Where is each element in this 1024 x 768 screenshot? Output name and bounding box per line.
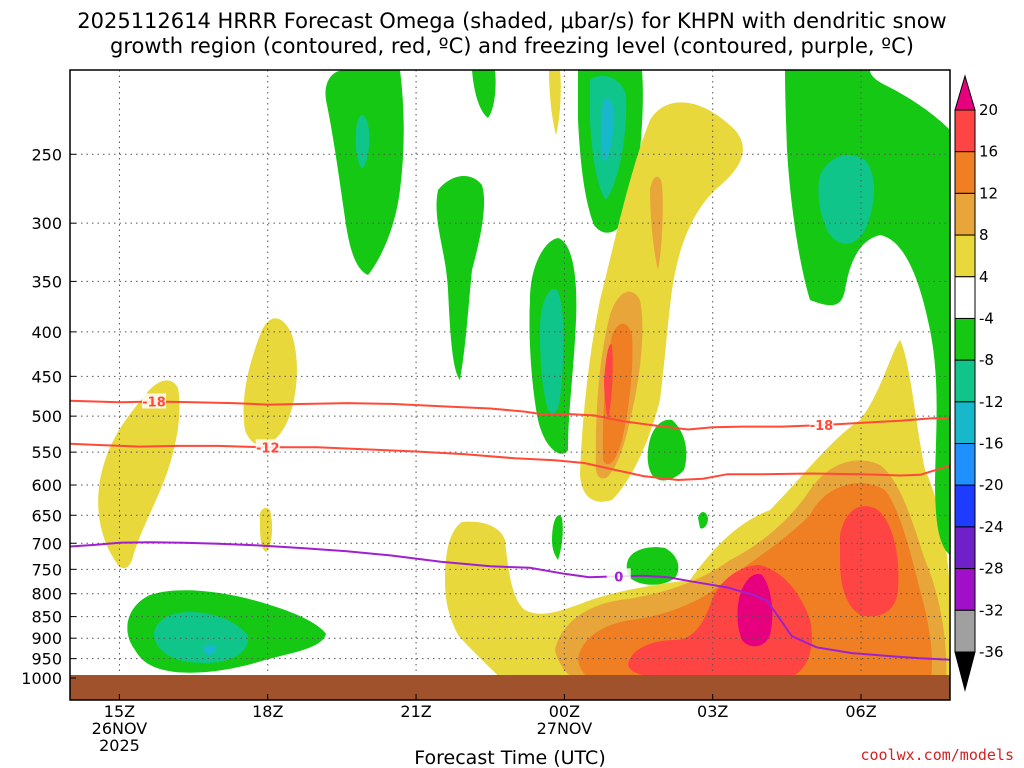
y-tick-label: 250 — [31, 145, 62, 164]
colorbar-bin — [954, 609, 976, 653]
y-tick-label: 350 — [31, 272, 62, 291]
omega-region-descent-20z — [325, 70, 404, 275]
x-tick-label: 06Z — [845, 702, 876, 721]
x-axis-title: Forecast Time (UTC) — [414, 747, 605, 768]
omega-region-updraft-top-thin — [549, 70, 561, 135]
omega-region-descent-22z-top — [472, 70, 496, 118]
colorbar-label: 4 — [979, 268, 989, 286]
dgz-contour-minus18-label: -18 — [810, 419, 834, 434]
omega-region-descent-22z — [436, 175, 485, 380]
colorbar-bin — [954, 568, 976, 611]
y-tick-label: 450 — [31, 367, 62, 386]
colorbar-bin — [954, 151, 976, 194]
y-tick-label: 650 — [31, 506, 62, 525]
x-tick-label: 27NOV — [537, 719, 593, 738]
x-tick-label: 15Z — [104, 702, 135, 721]
colorbar-label: -20 — [979, 476, 1004, 494]
x-tick-label: 00Z — [549, 702, 580, 721]
omega-region-updraft-tilted-16 — [604, 344, 613, 420]
colorbar-label: 16 — [979, 143, 998, 161]
y-tick-label: 550 — [31, 443, 62, 462]
title-line-2: growth region (contoured, red, ºC) and f… — [110, 34, 914, 58]
colorbar-bottom-arrow — [954, 651, 976, 692]
colorbar-label: -32 — [979, 601, 1004, 619]
y-tick-label: 600 — [31, 476, 62, 495]
colorbar-label: -12 — [979, 393, 1004, 411]
omega-region-updraft-18z-tail — [259, 508, 273, 552]
x-tick-label: 2025 — [99, 736, 140, 755]
y-axis: 250 300 350 400 450 500 550 600 650 700 750 800 850 9… — [21, 145, 76, 688]
x-tick-label: 21Z — [400, 702, 431, 721]
dgz-contour-minus12-label-bg — [255, 439, 280, 455]
colorbar-bin — [954, 401, 976, 445]
y-tick-label: 700 — [31, 534, 62, 553]
colorbar-label: -28 — [979, 560, 1004, 578]
colorbar-label: 8 — [979, 226, 989, 244]
colorbar-bin — [954, 276, 976, 319]
x-tick-label: 26NOV — [92, 719, 148, 738]
omega-region-descent-bl-core — [154, 612, 249, 663]
omega-region-descent-spot-3 — [698, 512, 708, 529]
colorbar-bin — [954, 484, 976, 528]
omega-region-descent-20z-core — [355, 115, 370, 169]
dgz-contour-minus18-label-bg — [809, 417, 834, 433]
omega-region-descent-spot-4 — [626, 547, 679, 585]
colorbar-bin — [954, 192, 976, 236]
contour-layer: -18 -18 -12 0 — [70, 393, 950, 661]
x-tick-label: 18Z — [252, 702, 283, 721]
omega-region-descent-01z-inner — [600, 98, 614, 161]
omega-region-descent-bl-inner — [203, 644, 217, 655]
omega-region-updraft-18z — [243, 318, 297, 446]
ground-strip — [70, 675, 950, 700]
y-tick-label: 850 — [31, 608, 62, 627]
colorbar-bin — [954, 109, 976, 153]
y-tick-label: 400 — [31, 323, 62, 342]
title-line-1: 2025112614 HRRR Forecast Omega (shaded, … — [77, 9, 946, 33]
colorbar-bin — [954, 443, 976, 486]
colorbar-bin — [954, 359, 976, 403]
colorbar-bin — [954, 317, 976, 361]
dgz-contour-minus18-label-bg — [142, 393, 167, 409]
colorbar-label: -16 — [979, 435, 1004, 453]
colorbar-bin — [954, 526, 976, 570]
dgz-contour-minus18-label: -18 — [142, 396, 166, 411]
plot-frame — [69, 69, 951, 701]
freezing-level-contour-label: 0 — [614, 570, 623, 585]
grid-lines — [70, 70, 950, 700]
omega-shading — [98, 70, 950, 700]
y-tick-label: 950 — [31, 650, 62, 669]
omega-region-descent-spot-2 — [552, 515, 563, 560]
colorbar-label: -36 — [979, 643, 1004, 661]
freezing-level-contour — [70, 541, 950, 661]
omega-region-white-notch — [870, 70, 950, 130]
omega-region-updraft-left — [98, 380, 180, 569]
dgz-contour-minus12 — [70, 442, 950, 482]
y-tick-label: 1000 — [21, 669, 62, 688]
colorbar-label: 12 — [979, 184, 998, 202]
colorbar-label: -24 — [979, 518, 1004, 536]
colorbar-label: -4 — [979, 309, 994, 327]
colorbar-label: -8 — [979, 351, 994, 369]
omega-region-descent-00z-core — [540, 289, 564, 414]
colorbar-bin — [954, 234, 976, 278]
colorbar-top-arrow — [954, 74, 976, 111]
y-tick-label: 800 — [31, 585, 62, 604]
omega-region-updraft-upper-band — [650, 176, 663, 270]
freezing-level-contour-label-bg — [606, 568, 631, 584]
credit-text[interactable]: coolwx.com/models — [860, 746, 1014, 764]
omega-region-descent-upper-right-core — [818, 155, 875, 244]
y-tick-label: 900 — [31, 629, 62, 648]
omega-region-descent-spot-1 — [647, 419, 687, 481]
y-tick-label: 750 — [31, 560, 62, 579]
dgz-contour-minus12-label: -12 — [256, 441, 280, 456]
colorbar-label: 20 — [979, 101, 998, 119]
y-tick-label: 300 — [31, 214, 62, 233]
dgz-contour-minus18 — [70, 399, 950, 431]
omega-region-updraft-lowlevel-16b — [840, 506, 899, 617]
colorbar: 20 16 12 8 4 -4 -8 -12 -16 -20 -24 -28 -32 -36 — [954, 74, 1004, 692]
y-tick-label: 500 — [31, 407, 62, 426]
x-tick-label: 03Z — [697, 702, 728, 721]
